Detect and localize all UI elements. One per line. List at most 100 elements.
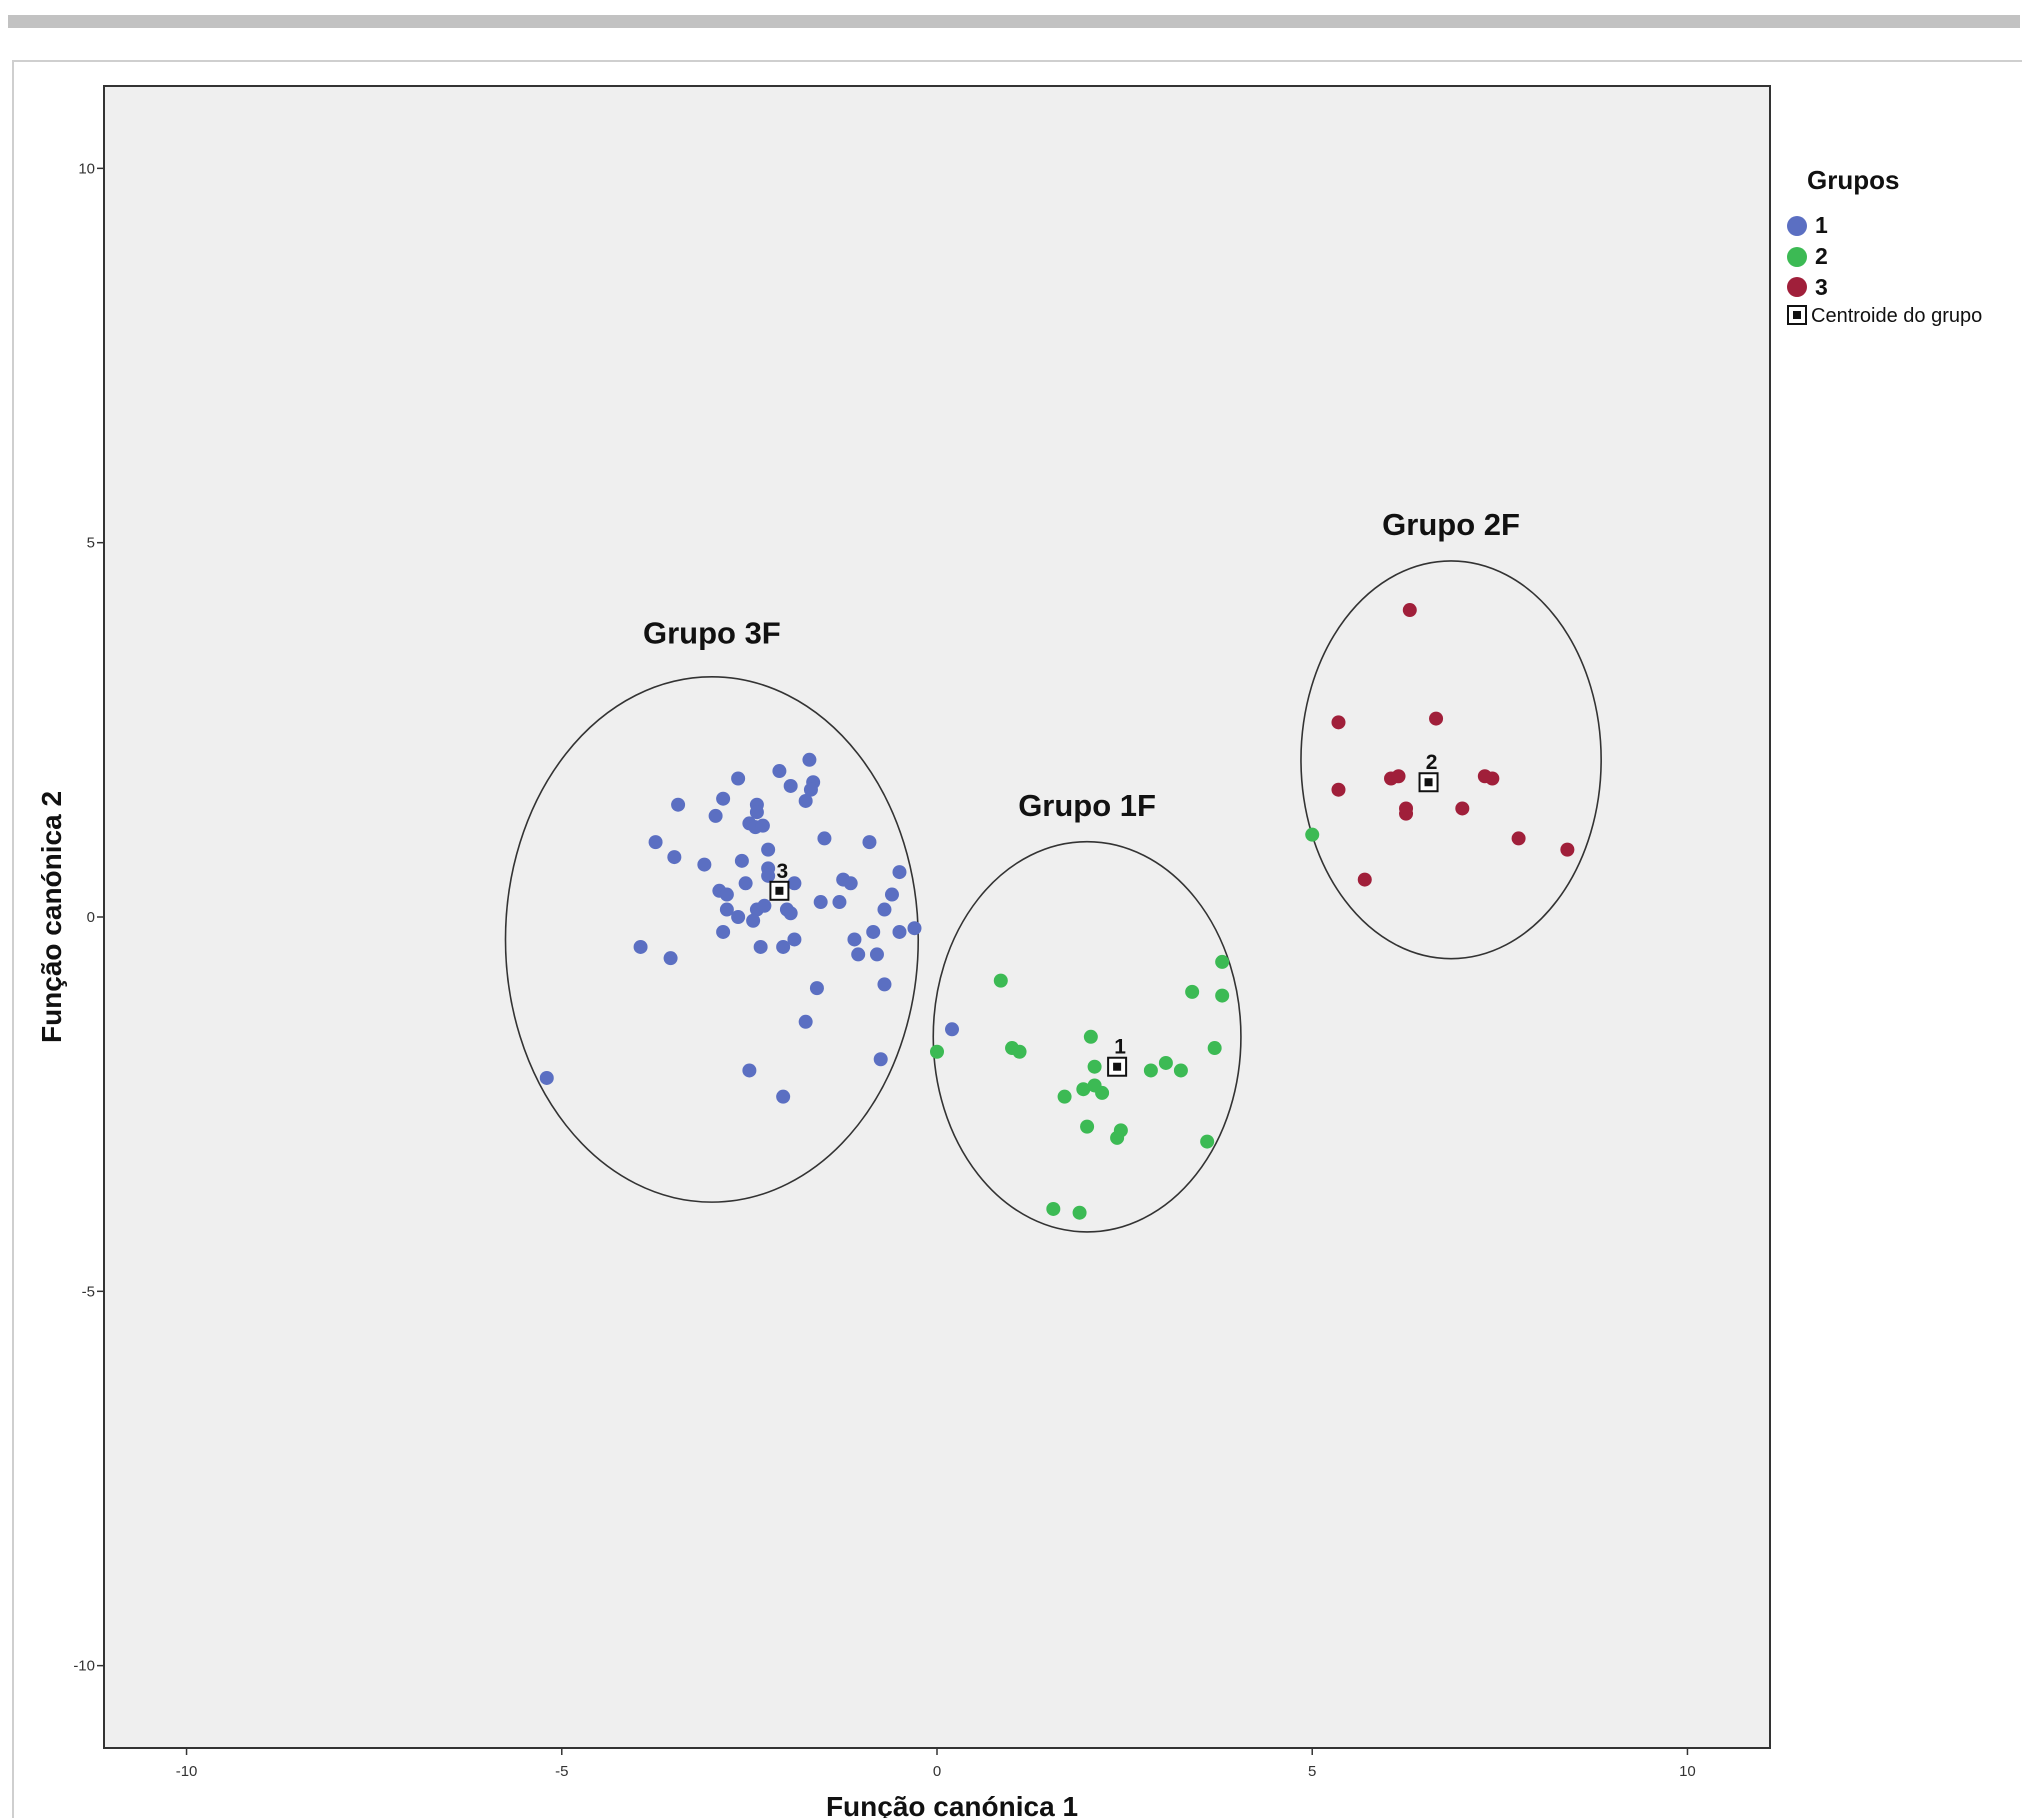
point-group-1-43 <box>716 924 731 939</box>
point-group-1-53 <box>633 939 648 954</box>
point-group-2-4 <box>930 1044 944 1059</box>
point-group-1-22 <box>817 831 832 846</box>
point-group-2-14 <box>1076 1082 1091 1097</box>
point-group-2-19 <box>1110 1130 1125 1145</box>
point-group-1-59 <box>742 1063 757 1078</box>
centroid-label-1: 1 <box>1114 1036 1126 1059</box>
point-group-3-9 <box>1399 806 1414 821</box>
point-group-1-56 <box>877 977 892 992</box>
y-tick-label: -5 <box>82 1283 95 1300</box>
legend-marker-2 <box>1787 247 1807 267</box>
legend-label-centroid: Centroide do grupo <box>1811 305 1982 327</box>
group-ellipses <box>504 560 1602 1233</box>
point-group-3-11 <box>1511 831 1526 846</box>
point-group-1-39 <box>746 913 761 928</box>
point-group-1-55 <box>809 981 824 996</box>
x-tick-label: 5 <box>1308 1763 1316 1780</box>
centroids: 1 2 3 <box>769 751 1439 1077</box>
point-group-1-50 <box>869 947 884 962</box>
point-group-2-11 <box>1158 1055 1173 1070</box>
legend-label-3: 3 <box>1815 274 1828 300</box>
point-group-1-37 <box>719 902 734 917</box>
point-group-1-13 <box>716 791 731 806</box>
plot-area <box>103 85 1771 1749</box>
point-group-3-10 <box>1455 801 1470 816</box>
point-group-3-6 <box>1485 771 1500 786</box>
group-annotation-1: Grupo 3F <box>643 616 781 651</box>
point-group-1-8 <box>749 805 764 820</box>
top-divider-bar <box>8 15 2020 28</box>
point-group-2-0 <box>993 973 1008 988</box>
point-group-1-12 <box>708 808 723 823</box>
point-group-2-3 <box>1215 988 1230 1003</box>
data-points <box>539 603 1575 1220</box>
point-group-2-20 <box>1200 1134 1215 1149</box>
point-group-1-23 <box>862 835 877 850</box>
x-axis-ticks: -10 -5 0 5 10 <box>176 1748 1696 1780</box>
legend-marker-3 <box>1787 277 1807 297</box>
centroid-marker-inner-3 <box>775 886 784 895</box>
legend-centroid-icon-inner <box>1793 311 1801 319</box>
point-group-1-27 <box>884 887 899 902</box>
x-tick-label: -10 <box>176 1763 198 1780</box>
y-tick-label: 10 <box>78 160 95 177</box>
point-group-1-51 <box>892 924 907 939</box>
y-axis-ticks: -10 -5 0 5 10 <box>73 160 104 1675</box>
point-group-1-6 <box>783 778 798 793</box>
point-group-1-2 <box>802 752 817 767</box>
point-group-1-14 <box>671 797 686 812</box>
point-group-2-9 <box>1087 1059 1102 1074</box>
point-group-1-19 <box>734 853 749 868</box>
point-group-1-17 <box>697 857 712 872</box>
point-group-1-48 <box>866 924 881 939</box>
point-group-1-44 <box>753 939 768 954</box>
point-group-1-29 <box>832 895 847 910</box>
legend-label-2: 2 <box>1815 243 1828 269</box>
point-group-2-1 <box>1185 984 1200 999</box>
point-group-2-12 <box>1173 1063 1188 1078</box>
point-group-1-4 <box>803 782 818 797</box>
point-group-1-58 <box>873 1052 888 1067</box>
point-group-3-0 <box>1402 603 1417 618</box>
point-group-1-11 <box>755 818 770 833</box>
group-annotations: Grupo 3F Grupo 1F Grupo 2F <box>643 507 1520 823</box>
y-tick-label: -10 <box>73 1658 95 1675</box>
centroid-label-2: 2 <box>1426 751 1438 774</box>
point-group-1-35 <box>787 876 802 891</box>
point-group-1-52 <box>907 921 922 936</box>
point-group-2-16 <box>1057 1089 1072 1104</box>
point-group-2-23 <box>1305 827 1320 842</box>
y-tick-label: 0 <box>87 909 95 926</box>
point-group-1-42 <box>783 906 798 921</box>
group-ellipse-2 <box>932 840 1242 1233</box>
point-group-2-17 <box>1080 1119 1095 1134</box>
group-annotation-3: Grupo 2F <box>1382 507 1520 542</box>
point-group-1-28 <box>813 895 828 910</box>
group-ellipse-3 <box>1300 560 1602 960</box>
x-axis-title: Função canónica 1 <box>826 1791 1078 1818</box>
x-tick-label: -5 <box>555 1763 568 1780</box>
point-group-3-13 <box>1357 872 1372 887</box>
point-group-2-10 <box>1143 1063 1158 1078</box>
group-ellipse-1 <box>504 676 920 1203</box>
point-group-1-26 <box>843 876 858 891</box>
point-group-1-62 <box>945 1022 960 1037</box>
point-group-2-15 <box>1095 1085 1110 1100</box>
centroid-marker-inner-1 <box>1113 1062 1122 1071</box>
centroid-marker-inner-2 <box>1424 778 1433 787</box>
centroid-label-3: 3 <box>777 860 789 883</box>
point-group-1-60 <box>776 1089 791 1104</box>
point-group-1-38 <box>731 910 746 924</box>
legend-title: Grupos <box>1807 165 1899 195</box>
x-tick-label: 10 <box>1679 1763 1696 1780</box>
point-group-1-54 <box>663 951 678 966</box>
x-tick-label: 0 <box>933 1763 941 1780</box>
point-group-1-40 <box>757 898 772 913</box>
point-group-3-1 <box>1429 711 1444 726</box>
point-group-3-12 <box>1560 842 1575 857</box>
point-group-1-1 <box>772 764 787 779</box>
point-group-1-18 <box>761 842 776 857</box>
point-group-1-46 <box>787 932 802 947</box>
legend-marker-1 <box>1787 216 1807 236</box>
y-axis-title: Função canónica 2 <box>36 791 67 1043</box>
